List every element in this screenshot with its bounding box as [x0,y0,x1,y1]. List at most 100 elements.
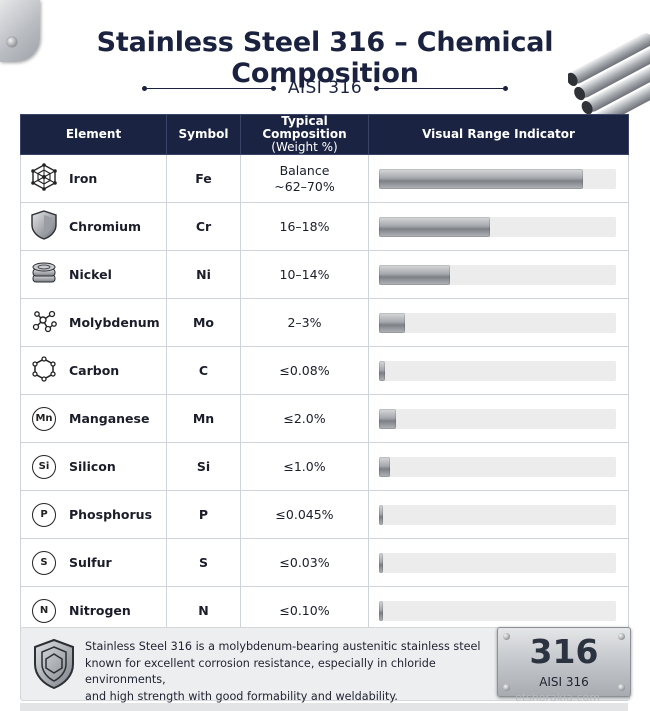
screw-icon [503,684,510,691]
header-symbol: Symbol [166,114,241,155]
composition-line1: ≤1.0% [283,458,326,474]
cell-indicator [368,442,629,491]
table-row: Carbon C ≤0.08% [20,346,629,395]
element-wrap: Iron [29,163,166,194]
cell-symbol: Ni [166,250,241,299]
element-icon-wrap: N [29,596,59,626]
element-icon-wrap: S [29,548,59,578]
header-composition: Typical Composition (Weight %) [240,114,369,155]
badge-text: N [39,605,49,616]
composition-line1: ≤0.045% [275,506,334,522]
element-name: Phosphorus [69,507,153,522]
range-bar-track [379,264,616,285]
cell-indicator [368,202,629,251]
hexagon-icon [30,355,58,386]
cell-composition: ≤2.0% [240,394,369,443]
range-bar-track [379,504,616,525]
cell-indicator [368,154,629,203]
lattice-icon [30,163,58,194]
range-bar-track [379,408,616,429]
element-wrap: P Phosphorus [29,500,166,530]
element-name: Silicon [69,459,116,474]
element-wrap: Nickel [29,260,166,290]
table-row: Nickel Ni 10–14% [20,250,629,299]
composition-line1: ≤0.08% [279,362,330,378]
element-wrap: Chromium [29,210,166,243]
element-name: Manganese [69,411,150,426]
cell-element: S Sulfur [20,538,167,587]
element-icon-wrap: P [29,500,59,530]
composition-line1: 2–3% [287,314,322,330]
range-bar-fill [379,360,385,381]
element-wrap: Carbon [29,356,166,386]
description-text: Stainless Steel 316 is a molybdenum-bear… [85,639,500,705]
element-wrap: N Nitrogen [29,596,166,626]
cell-composition: 2–3% [240,298,369,347]
cell-symbol: S [166,538,241,587]
screw-icon [503,633,510,640]
element-icon-wrap [29,356,59,386]
cell-composition: ≤0.08% [240,346,369,395]
header-composition-line1: Typical Composition [262,114,347,141]
table-header-row: Element Symbol Typical Composition (Weig… [20,114,629,155]
range-bar-fill [379,312,406,333]
cell-symbol: Fe [166,154,241,203]
cell-symbol: Cr [166,202,241,251]
range-bar-track [379,360,616,381]
description-line: and high strength with good formability … [85,689,398,703]
cell-symbol: Mn [166,394,241,443]
element-wrap: Molybdenum [29,308,166,338]
cell-indicator [368,298,629,347]
badge-label: AISI 316 [539,675,589,689]
divider-left [141,85,276,91]
badge-text: P [40,509,48,520]
table-row: Molybdenum Mo 2–3% [20,298,629,347]
element-icon-wrap [29,163,59,194]
header-composition-line2: (Weight %) [271,140,338,154]
description-line: Stainless Steel 316 is a molybdenum-bear… [85,640,481,653]
mn-badge-icon: Mn [32,406,56,431]
range-bar-track [379,456,616,477]
element-wrap: Mn Manganese [29,404,166,434]
shield-icon [30,210,58,243]
screw-icon [7,37,17,47]
cell-element: Nickel [20,250,167,299]
cell-symbol: Mo [166,298,241,347]
range-bar-track [379,168,616,189]
page-title: Stainless Steel 316 – Chemical Compositi… [96,27,554,89]
table-row: Mn Manganese Mn ≤2.0% [20,394,629,443]
range-bar-fill [379,504,384,525]
range-bar-fill [379,408,396,429]
element-name: Iron [69,171,98,186]
range-bar-track [379,552,616,573]
watermark: etshorakia.com [515,691,600,704]
header-element: Element [20,114,167,155]
divider-right [374,85,509,91]
cell-composition: 16–18% [240,202,369,251]
composition-line1: 16–18% [279,218,330,234]
cell-composition: Balance ~62–70% [240,154,369,203]
molecule-icon [30,307,58,338]
element-icon-wrap [29,210,59,243]
cell-composition: ≤0.045% [240,490,369,539]
composition-line1: 10–14% [279,266,330,282]
cell-indicator [368,346,629,395]
composition-line1: ≤0.10% [279,602,330,618]
cell-symbol: Si [166,442,241,491]
table-row: P Phosphorus P ≤0.045% [20,490,629,539]
range-bar-fill [379,600,384,621]
grade-badge: 316 AISI 316 [497,627,631,697]
composition-line1: ≤2.0% [283,410,326,426]
page-subtitle: AISI 316 [287,78,363,98]
cell-element: Mn Manganese [20,394,167,443]
element-icon-wrap: Mn [29,404,59,434]
range-bar-track [379,600,616,621]
badge-text: Mn [35,413,53,424]
cell-element: Carbon [20,346,167,395]
cell-element: Si Silicon [20,442,167,491]
cell-indicator [368,250,629,299]
cell-symbol: C [166,346,241,395]
cell-element: Chromium [20,202,167,251]
coin-stack-icon [30,259,58,290]
element-icon-wrap [29,260,59,290]
